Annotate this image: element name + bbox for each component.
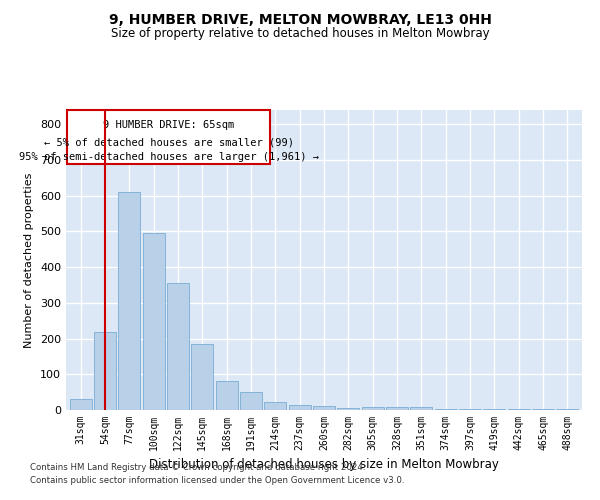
- Y-axis label: Number of detached properties: Number of detached properties: [25, 172, 34, 348]
- Bar: [143, 233, 164, 410]
- Bar: [118, 192, 140, 410]
- Text: 9, HUMBER DRIVE, MELTON MOWBRAY, LE13 0HH: 9, HUMBER DRIVE, MELTON MOWBRAY, LE13 0H…: [109, 12, 491, 26]
- Bar: [362, 407, 383, 410]
- Bar: [410, 407, 433, 410]
- Text: Contains HM Land Registry data © Crown copyright and database right 2024.: Contains HM Land Registry data © Crown c…: [30, 464, 365, 472]
- Bar: [215, 380, 238, 410]
- FancyBboxPatch shape: [67, 110, 271, 164]
- Text: Size of property relative to detached houses in Melton Mowbray: Size of property relative to detached ho…: [110, 28, 490, 40]
- Text: 9 HUMBER DRIVE: 65sqm: 9 HUMBER DRIVE: 65sqm: [103, 120, 235, 130]
- Bar: [386, 407, 408, 410]
- Text: ← 5% of detached houses are smaller (99): ← 5% of detached houses are smaller (99): [44, 137, 294, 147]
- Bar: [240, 392, 262, 410]
- Text: 95% of semi-detached houses are larger (1,961) →: 95% of semi-detached houses are larger (…: [19, 152, 319, 162]
- Bar: [265, 402, 286, 410]
- Bar: [94, 332, 116, 410]
- X-axis label: Distribution of detached houses by size in Melton Mowbray: Distribution of detached houses by size …: [149, 458, 499, 471]
- Bar: [289, 404, 311, 410]
- Bar: [191, 344, 213, 410]
- Text: Contains public sector information licensed under the Open Government Licence v3: Contains public sector information licen…: [30, 476, 404, 485]
- Bar: [337, 408, 359, 410]
- Bar: [167, 283, 189, 410]
- Bar: [313, 406, 335, 410]
- Bar: [70, 400, 92, 410]
